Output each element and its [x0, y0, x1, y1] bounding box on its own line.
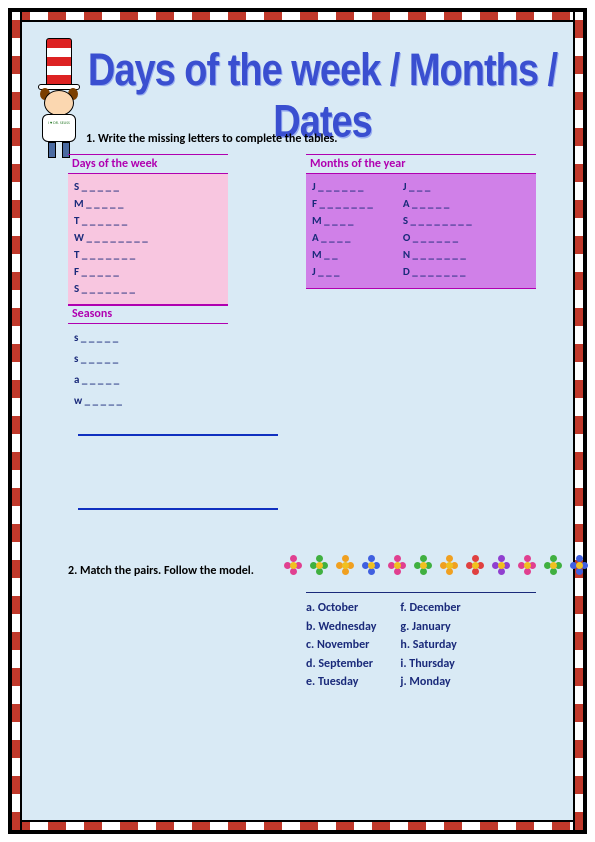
seasons-line[interactable]: s _ _ _ _ _ — [74, 328, 222, 349]
months-line[interactable]: J _ _ _ — [312, 263, 373, 280]
days-line[interactable]: S _ _ _ _ _ — [74, 178, 222, 195]
pair-item[interactable]: i. Thursday — [400, 655, 460, 674]
days-line[interactable]: F _ _ _ _ _ — [74, 263, 222, 280]
seasons-line[interactable]: w _ _ _ _ _ — [74, 391, 222, 412]
months-line[interactable]: A _ _ _ _ — [312, 229, 373, 246]
instruction-2: 2. Match the pairs. Follow the model. — [68, 564, 254, 578]
months-line[interactable]: J _ _ _ _ _ _ — [312, 178, 373, 195]
pair-item[interactable]: d. September — [306, 655, 376, 674]
flower-icon — [544, 556, 562, 574]
flower-icon — [414, 556, 432, 574]
seasons-fill-area: s _ _ _ _ _ s _ _ _ _ _ a _ _ _ _ _ w _ … — [68, 324, 228, 416]
months-line[interactable]: D _ _ _ _ _ _ _ — [403, 263, 472, 280]
pair-item[interactable]: g. January — [400, 618, 460, 637]
months-col-1: J _ _ _ _ _ _ F _ _ _ _ _ _ _ M _ _ _ _ … — [312, 178, 373, 280]
seasons-line[interactable]: a _ _ _ _ _ — [74, 370, 222, 391]
seasons-header: Seasons — [68, 304, 228, 324]
flower-row-icon — [284, 556, 588, 574]
months-line[interactable]: M _ _ _ _ — [312, 212, 373, 229]
flower-icon — [518, 556, 536, 574]
pair-item[interactable]: e. Tuesday — [306, 673, 376, 692]
pairs-col-1: a. October b. Wednesday c. November d. S… — [306, 599, 376, 692]
blue-divider-1 — [78, 434, 278, 436]
border-stripe-left — [10, 10, 22, 832]
cartoon-shirt-text: I ♥ DR. SEUSS — [44, 122, 74, 126]
months-section: Months of the year J _ _ _ _ _ _ F _ _ _… — [306, 154, 536, 289]
pair-item[interactable]: a. October — [306, 599, 376, 618]
days-line[interactable]: T _ _ _ _ _ _ _ — [74, 246, 222, 263]
days-line[interactable]: S _ _ _ _ _ _ _ — [74, 280, 222, 297]
months-line[interactable]: M _ _ — [312, 246, 373, 263]
pair-item[interactable]: j. Monday — [400, 673, 460, 692]
flower-icon — [284, 556, 302, 574]
months-line[interactable]: S _ _ _ _ _ _ _ _ — [403, 212, 472, 229]
flower-icon — [362, 556, 380, 574]
pair-item[interactable]: f. December — [400, 599, 460, 618]
months-col-2: J _ _ _ A _ _ _ _ _ S _ _ _ _ _ _ _ _ O … — [403, 178, 472, 280]
flower-icon — [310, 556, 328, 574]
flower-icon — [440, 556, 458, 574]
border-stripe-top — [10, 10, 585, 22]
days-line[interactable]: T _ _ _ _ _ _ — [74, 212, 222, 229]
months-line[interactable]: N _ _ _ _ _ _ _ — [403, 246, 472, 263]
days-section: Days of the week S _ _ _ _ _ M _ _ _ _ _… — [68, 154, 228, 306]
days-header: Days of the week — [68, 154, 228, 174]
pairs-section: a. October b. Wednesday c. November d. S… — [306, 592, 536, 692]
flower-icon — [336, 556, 354, 574]
days-fill-area: S _ _ _ _ _ M _ _ _ _ _ T _ _ _ _ _ _ W … — [68, 174, 228, 306]
border-stripe-bottom — [10, 820, 585, 832]
months-fill-area: J _ _ _ _ _ _ F _ _ _ _ _ _ _ M _ _ _ _ … — [306, 174, 536, 289]
pair-item[interactable]: h. Saturday — [400, 636, 460, 655]
border-stripe-right — [573, 10, 585, 832]
instruction-1: 1. Write the missing letters to complete… — [86, 132, 337, 146]
flower-icon — [466, 556, 484, 574]
months-line[interactable]: O _ _ _ _ _ _ — [403, 229, 472, 246]
pairs-col-2: f. December g. January h. Saturday i. Th… — [400, 599, 460, 692]
days-line[interactable]: W _ _ _ _ _ _ _ _ — [74, 229, 222, 246]
pair-item[interactable]: c. November — [306, 636, 376, 655]
days-line[interactable]: M _ _ _ _ _ — [74, 195, 222, 212]
pair-item[interactable]: b. Wednesday — [306, 618, 376, 637]
months-header: Months of the year — [306, 154, 536, 174]
flower-icon — [388, 556, 406, 574]
blue-divider-2 — [78, 508, 278, 510]
months-line[interactable]: A _ _ _ _ _ — [403, 195, 472, 212]
seasons-line[interactable]: s _ _ _ _ _ — [74, 349, 222, 370]
content-area: I ♥ DR. SEUSS Days of the week / Months … — [24, 24, 571, 818]
months-line[interactable]: F _ _ _ _ _ _ _ — [312, 195, 373, 212]
months-line[interactable]: J _ _ _ — [403, 178, 472, 195]
flower-icon — [570, 556, 588, 574]
seasons-section: Seasons s _ _ _ _ _ s _ _ _ _ _ a _ _ _ … — [68, 304, 228, 416]
flower-icon — [492, 556, 510, 574]
